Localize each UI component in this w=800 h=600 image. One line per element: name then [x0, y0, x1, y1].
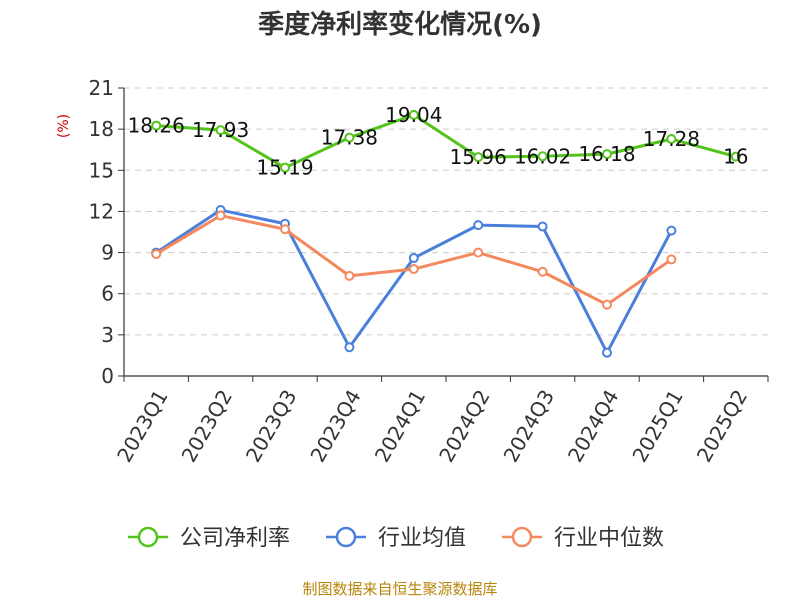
data-point — [537, 266, 548, 277]
legend-item: 行业均值 — [326, 526, 466, 551]
y-tick-labels: 0 3 6 9 12 15 18 21 — [89, 76, 114, 388]
data-label: 17.28 — [643, 127, 700, 151]
data-point — [344, 132, 355, 143]
axes — [118, 87, 769, 382]
data-point — [280, 224, 290, 235]
data-point — [666, 254, 677, 265]
source-note: 制图数据来自恒生聚源数据库 — [302, 580, 497, 598]
x-tick-label: 2023Q1 — [112, 386, 172, 467]
x-tick-label: 2024Q1 — [370, 386, 430, 467]
data-point — [473, 220, 484, 231]
data-point — [666, 134, 677, 145]
y-tick-label: 21 — [89, 76, 114, 100]
y-axis-label: (%) — [56, 114, 72, 138]
data-label: 15.19 — [256, 156, 313, 180]
data-label: 16.02 — [514, 144, 571, 168]
series-layer — [151, 109, 741, 358]
legend-label: 行业中位数 — [554, 526, 664, 551]
x-tick-label: 2024Q4 — [563, 386, 623, 467]
data-label: 19.04 — [385, 103, 442, 127]
data-point — [666, 225, 677, 236]
data-point — [730, 151, 741, 162]
data-label: 17.93 — [192, 118, 249, 142]
x-tick-label: 2023Q2 — [177, 386, 237, 467]
legend: 公司净利率 行业均值 行业中位数 — [128, 526, 664, 551]
series-2 — [151, 205, 677, 358]
x-tick-label: 2024Q3 — [499, 386, 559, 467]
data-point — [215, 125, 226, 136]
data-point — [215, 210, 226, 221]
grid-lines — [124, 87, 768, 336]
x-tick-label: 2023Q4 — [305, 386, 365, 467]
data-point — [344, 342, 355, 353]
y-tick-label: 15 — [89, 158, 114, 182]
legend-label: 公司净利率 — [180, 526, 290, 551]
legend-marker — [511, 526, 533, 548]
y-tick-label: 9 — [101, 241, 114, 265]
x-tick-labels: 2023Q1 2023Q2 2023Q3 2023Q4 2024Q1 2024Q2 2024… — [112, 386, 752, 467]
legend-marker — [137, 526, 159, 548]
legend-marker — [335, 526, 357, 548]
series-3 — [151, 210, 677, 310]
y-tick-label: 12 — [89, 199, 114, 223]
data-label: 16 — [723, 145, 748, 169]
chart-title: 季度净利率变化情况(%) — [258, 9, 542, 40]
x-tick-label: 2025Q1 — [627, 386, 687, 467]
data-point — [408, 253, 419, 264]
data-label: 17.38 — [321, 126, 378, 150]
data-labels: 18.26 17.93 15.19 17.38 19.04 15.96 16.02 16.18… — [128, 103, 749, 180]
data-point — [408, 109, 419, 120]
y-tick-label: 0 — [101, 364, 114, 388]
series-line — [156, 113, 737, 170]
legend-label: 行业均值 — [378, 526, 466, 551]
data-point — [537, 221, 548, 232]
series-1 — [151, 109, 741, 173]
legend-item: 公司净利率 — [128, 526, 290, 551]
y-tick-label: 6 — [101, 282, 114, 306]
data-label: 16.18 — [578, 142, 635, 166]
data-point — [280, 162, 290, 173]
x-tick-label: 2023Q3 — [241, 386, 301, 467]
data-point — [344, 270, 355, 281]
data-point — [408, 264, 419, 275]
series-line — [155, 208, 673, 355]
data-point — [602, 347, 612, 358]
y-tick-label: 18 — [89, 117, 114, 141]
data-point — [537, 151, 548, 162]
x-tick-label: 2024Q2 — [434, 386, 494, 467]
y-tick-label: 3 — [101, 323, 114, 347]
data-point — [473, 152, 484, 163]
data-point — [602, 299, 612, 310]
data-point — [151, 120, 162, 131]
data-point — [151, 248, 162, 259]
data-point — [473, 247, 484, 258]
data-point — [602, 149, 612, 160]
legend-item: 行业中位数 — [502, 526, 664, 551]
x-tick-label: 2025Q2 — [692, 386, 752, 467]
data-label: 18.26 — [128, 114, 185, 138]
data-label: 15.96 — [450, 145, 507, 169]
